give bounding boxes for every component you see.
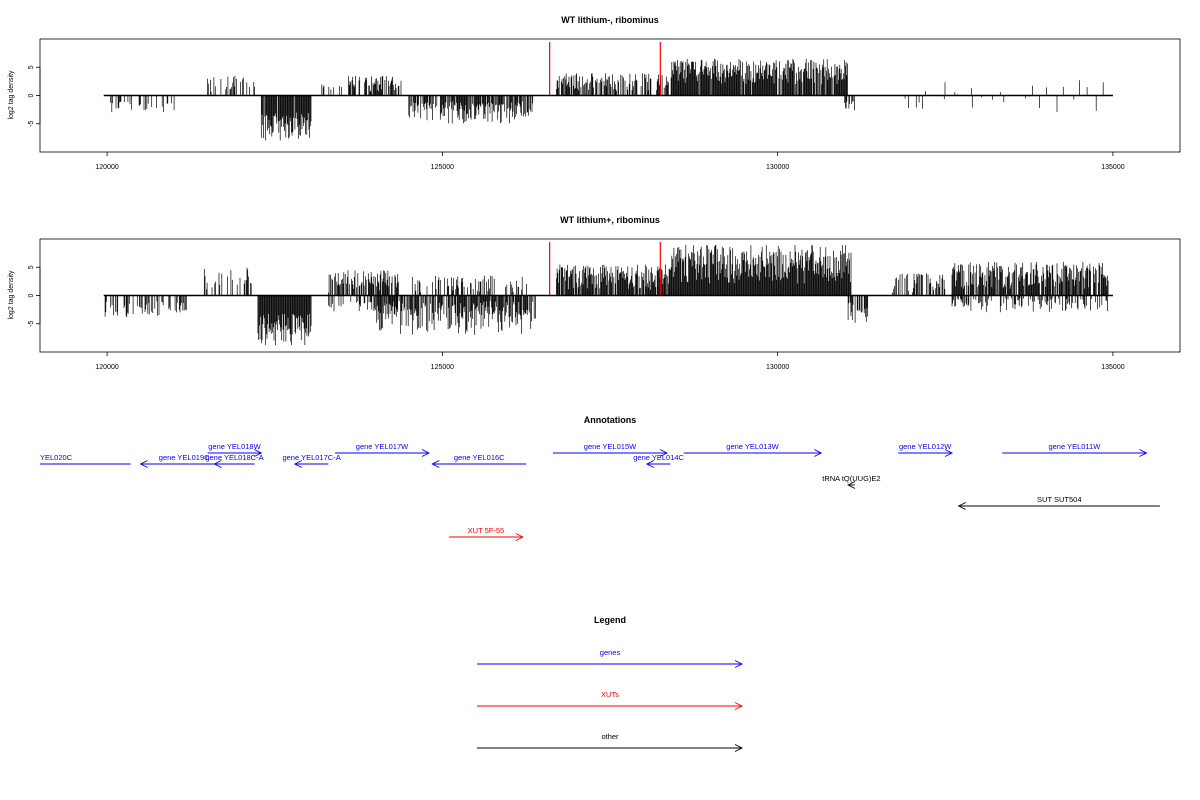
- annotation-feature: gene YEL014C: [633, 453, 685, 468]
- x-tick-label: 120000: [95, 364, 118, 371]
- panel-title: WT lithium-, ribominus: [561, 15, 659, 25]
- arrow-head-right: [659, 449, 669, 457]
- y-axis-label: log2 tag density: [8, 70, 15, 120]
- region-markers: [549, 242, 661, 296]
- feature-label: SUT SUT504: [1037, 495, 1081, 504]
- y-tick-label: -5: [28, 321, 35, 327]
- arrow-head-right: [944, 449, 954, 457]
- feature-label: gene YEL016C: [454, 453, 505, 462]
- legend-label: other: [601, 732, 619, 741]
- annotation-feature: gene YEL016C: [431, 453, 527, 468]
- signal-bars: [104, 244, 1109, 346]
- legend-title: Legend: [594, 615, 626, 625]
- legend-arrow-head: [734, 702, 744, 710]
- legend: Legend genes XUTs other: [477, 615, 744, 752]
- annotation-feature: gene YEL018W: [207, 442, 263, 457]
- annotation-feature: SUT SUT504: [957, 495, 1160, 510]
- annotation-feature: XUT 5F-55: [449, 526, 524, 541]
- y-tick-label: 0: [28, 93, 35, 97]
- y-tick-label: 5: [28, 265, 35, 269]
- signal-bars: [110, 58, 1104, 141]
- arrow-head-left: [293, 460, 303, 468]
- feature-label: XUT 5F-55: [468, 526, 505, 535]
- x-axis-ticks: 120000 125000 130000 135000: [95, 152, 1125, 171]
- arrow-head-left: [139, 460, 148, 468]
- y-axis-ticks: -5 0 5: [28, 265, 41, 327]
- x-tick-label: 130000: [766, 364, 789, 371]
- y-axis-label: log2 tag density: [8, 270, 15, 320]
- arrow-head-right: [515, 533, 524, 541]
- x-tick-label: 125000: [431, 164, 454, 171]
- legend-arrow-head: [734, 744, 744, 752]
- feature-label: gene YEL012W: [899, 442, 952, 451]
- feature-label: tRNA tQ(UUG)E2: [822, 474, 880, 483]
- density-panel-lithium-minus: WT lithium-, ribominus log2 tag density …: [8, 15, 1181, 171]
- arrow-head-right: [1139, 449, 1148, 457]
- annotation-feature: gene YEL017W: [335, 442, 430, 457]
- annotation-feature: gene YEL018C-A: [205, 453, 264, 468]
- x-tick-label: 135000: [1101, 364, 1124, 371]
- density-panel-lithium-plus: WT lithium+, ribominus log2 tag density …: [8, 215, 1181, 371]
- feature-label: gene YEL018W: [208, 442, 261, 451]
- y-tick-label: 0: [28, 293, 35, 297]
- feature-label: gene YEL011W: [1048, 442, 1101, 451]
- annotation-feature: gene YEL012W: [898, 442, 954, 457]
- arrow-head-right: [421, 449, 430, 457]
- panel-title: WT lithium+, ribominus: [560, 215, 660, 225]
- feature-label: gene YEL019C: [159, 453, 210, 462]
- legend-entry: other: [477, 732, 744, 752]
- x-axis-ticks: 120000 125000 130000 135000: [95, 352, 1125, 371]
- arrow-head-left: [645, 460, 655, 468]
- arrow-head-left: [847, 481, 856, 489]
- arrow-head-right: [814, 449, 823, 457]
- feature-label: gene YEL015W: [584, 442, 637, 451]
- feature-label: YEL020C: [40, 453, 73, 462]
- arrow-head-left: [957, 502, 966, 510]
- legend-entry: genes: [477, 648, 744, 668]
- annotations-title: Annotations: [584, 415, 637, 425]
- feature-label: gene YEL018C-A: [205, 453, 263, 462]
- legend-arrow-head: [734, 660, 744, 668]
- feature-label: gene YEL017W: [356, 442, 409, 451]
- arrow-head-right: [254, 449, 263, 457]
- legend-entry: XUTs: [477, 690, 744, 710]
- annotation-feature: gene YEL019C: [139, 453, 228, 468]
- annotation-feature: gene YEL011W: [1002, 442, 1148, 457]
- x-tick-label: 125000: [431, 364, 454, 371]
- arrow-head-left: [213, 460, 222, 468]
- annotation-features: YEL020C gene YEL019C gene YEL018W gene YEL0…: [40, 442, 1160, 541]
- x-tick-label: 135000: [1101, 164, 1124, 171]
- y-tick-label: 5: [28, 65, 35, 69]
- feature-label: gene YEL013W: [726, 442, 779, 451]
- legend-label: genes: [600, 648, 621, 657]
- legend-entries: genes XUTs other: [477, 648, 744, 752]
- annotation-feature: gene YEL015W: [553, 442, 669, 457]
- annotation-feature: gene YEL013W: [683, 442, 823, 457]
- x-tick-label: 120000: [95, 164, 118, 171]
- annotation-feature: YEL020C: [40, 453, 131, 465]
- legend-label: XUTs: [601, 690, 619, 699]
- annotation-feature: tRNA tQ(UUG)E2: [822, 474, 881, 489]
- arrow-head-left: [431, 460, 440, 468]
- region-markers: [549, 42, 661, 96]
- feature-label: gene YEL017C-A: [282, 453, 340, 462]
- annotation-feature: gene YEL017C-A: [282, 453, 341, 468]
- y-tick-label: -5: [28, 121, 35, 127]
- feature-label: gene YEL014C: [633, 453, 684, 462]
- x-tick-label: 130000: [766, 164, 789, 171]
- y-axis-ticks: -5 0 5: [28, 65, 41, 127]
